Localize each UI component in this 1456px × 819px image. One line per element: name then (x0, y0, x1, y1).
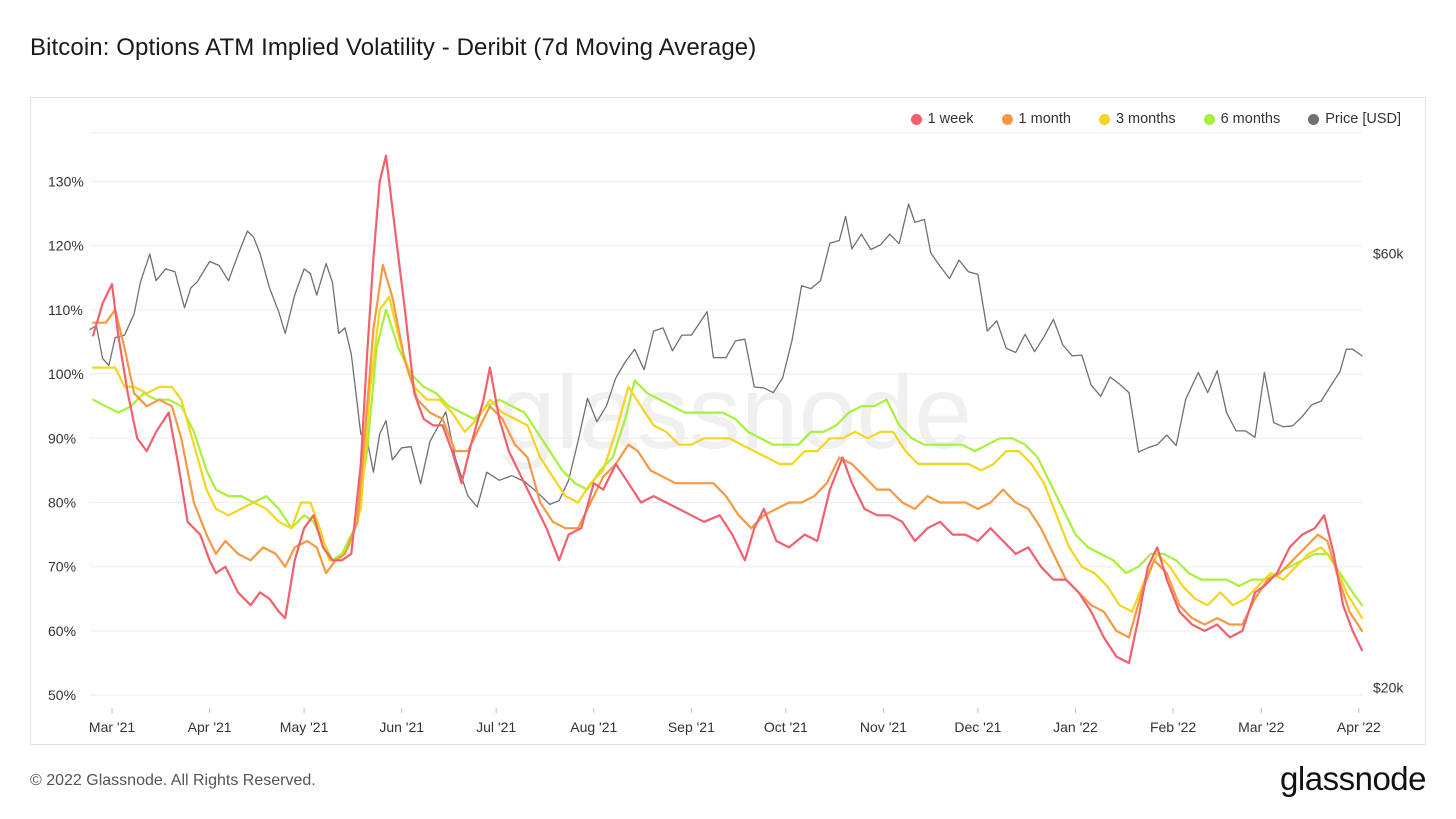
x-tick-label: Sep '21 (668, 719, 715, 735)
copyright-text: © 2022 Glassnode. All Rights Reserved. (30, 772, 316, 789)
glassnode-logo[interactable]: glassnode (1280, 760, 1426, 797)
y-tick-label: 60% (48, 623, 76, 639)
legend-item-1-month[interactable]: 1 month (1001, 111, 1071, 127)
y-tick-label: 80% (48, 494, 76, 510)
y-right-tick-label: $60k (1373, 245, 1404, 261)
x-tick-label: Mar '22 (1238, 719, 1284, 735)
legend-item-6-months[interactable]: 6 months (1203, 111, 1281, 127)
x-tick-label: Jul '21 (476, 719, 516, 735)
series-line-6-months (92, 308, 1364, 607)
x-tick-label: Aug '21 (570, 719, 617, 735)
y-axis-right: $20k $60k (1373, 245, 1404, 695)
y-tick-label: 110% (48, 302, 83, 318)
y-tick-label: 70% (48, 559, 76, 575)
chart-panel (30, 97, 1426, 745)
x-tick-label: Jun '21 (379, 719, 424, 735)
legend-dot-6-months (1203, 113, 1215, 125)
chart-legend: 1 week 1 month 3 months 6 months Price [… (910, 111, 1401, 127)
x-tick-label: Nov '21 (860, 719, 907, 735)
y-tick-label: 120% (48, 238, 84, 254)
legend-label-3-months: 3 months (1115, 111, 1176, 127)
x-tick-label: Feb '22 (1150, 719, 1196, 735)
series-layer (89, 154, 1364, 665)
y-tick-label: 100% (48, 366, 84, 382)
legend-label-6-months: 6 months (1220, 111, 1281, 127)
legend-label-1-month: 1 month (1018, 111, 1071, 127)
y-right-tick-label: $20k (1373, 680, 1404, 696)
legend-dot-3-months (1098, 113, 1110, 125)
legend-item-price[interactable]: Price [USD] (1308, 111, 1401, 127)
x-tick-label: Oct '21 (764, 719, 808, 735)
legend-dot-1-week (910, 113, 922, 125)
y-tick-label: 130% (48, 173, 84, 189)
legend-item-1-week[interactable]: 1 week (910, 111, 974, 127)
series-line-3-months (92, 295, 1364, 620)
legend-dot-price (1308, 113, 1320, 125)
legend-label-1-week: 1 week (927, 111, 974, 127)
legend-dot-1-month (1001, 113, 1013, 125)
x-tick-label: Jan '22 (1053, 719, 1098, 735)
x-tick-label: May '21 (280, 719, 329, 735)
series-line-1-week (92, 154, 1364, 665)
x-tick-label: Apr '22 (1337, 719, 1381, 735)
series-line-price-usd (89, 203, 1363, 508)
y-axis-left: 50% 60% 70% 80% 90% 100% 110% 120% 130% (48, 173, 84, 703)
x-tick-label: Apr '21 (188, 719, 232, 735)
y-tick-label: 90% (48, 430, 76, 446)
y-tick-label: 50% (48, 687, 76, 703)
watermark-text: glassnode (498, 355, 972, 471)
legend-item-3-months[interactable]: 3 months (1098, 111, 1176, 127)
x-tick-label: Dec '21 (954, 719, 1001, 735)
x-tick-label: Mar '21 (89, 719, 135, 735)
x-axis: Mar '21 Apr '21 May '21 Jun '21 Jul '21 Aug '… (89, 708, 1381, 735)
chart-title: Bitcoin: Options ATM Implied Volatility … (30, 34, 757, 61)
legend-label-price: Price [USD] (1325, 111, 1401, 127)
